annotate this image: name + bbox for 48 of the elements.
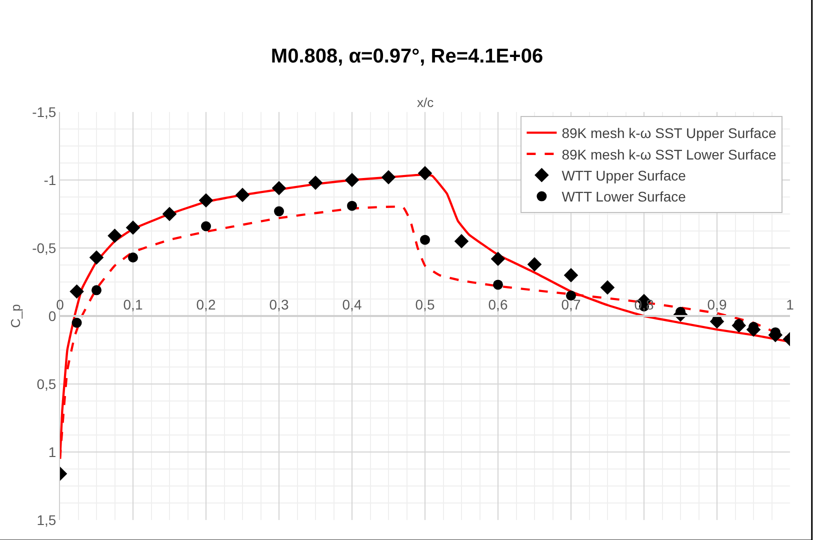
point — [92, 285, 102, 296]
point — [272, 181, 286, 196]
y-tick-label: -1,5 — [32, 104, 56, 120]
point — [162, 206, 177, 222]
y-tick-label: 0,5 — [36, 376, 56, 392]
point — [347, 200, 357, 211]
x-tick-label: 0,4 — [342, 296, 362, 313]
y-tick-label: -0,5 — [32, 240, 56, 256]
point — [108, 228, 122, 243]
y-tick-label: 1 — [48, 444, 56, 460]
x-tick-label: 0,7 — [561, 296, 581, 313]
x-tick-label: 0,3 — [269, 296, 289, 313]
y-tick-label: -1 — [44, 172, 56, 188]
point — [564, 268, 578, 282]
x-tick-label: 0,2 — [196, 296, 216, 313]
point — [454, 234, 469, 248]
point — [126, 220, 140, 235]
x-axis-title: x/c — [417, 95, 434, 110]
legend-label: 89K mesh k-ω SST Lower Surface — [562, 146, 776, 162]
point — [72, 318, 82, 328]
point — [493, 280, 503, 290]
point — [70, 284, 84, 299]
point — [89, 250, 104, 265]
y-tick-label: 1,5 — [36, 512, 56, 528]
x-tick-label: 1 — [786, 296, 794, 313]
x-tick-label: 0,9 — [707, 296, 727, 313]
point — [201, 221, 211, 232]
point — [274, 206, 284, 216]
point — [344, 172, 360, 188]
point — [198, 193, 214, 208]
legend-label: WTT Lower Surface — [562, 188, 686, 205]
point — [420, 234, 430, 245]
point — [308, 176, 323, 190]
point — [128, 252, 138, 263]
x-tick-label: 0,6 — [488, 296, 508, 313]
x-tick-label: 0,1 — [123, 296, 143, 313]
point — [600, 280, 615, 295]
x-tick-label: 0,5 — [415, 296, 435, 313]
point — [418, 166, 432, 180]
point — [527, 257, 542, 272]
y-tick-label: 0 — [48, 308, 56, 324]
legend-label: 89K mesh k-ω SST Upper Surface — [562, 125, 776, 142]
legend-label: WTT Upper Surface — [562, 168, 686, 184]
y-axis-title: C_p — [8, 304, 24, 328]
point — [381, 170, 396, 184]
chart-title: M0.808, α=0.97°, Re=4.1E+06 — [270, 46, 544, 68]
point — [490, 252, 506, 266]
point — [235, 188, 250, 202]
